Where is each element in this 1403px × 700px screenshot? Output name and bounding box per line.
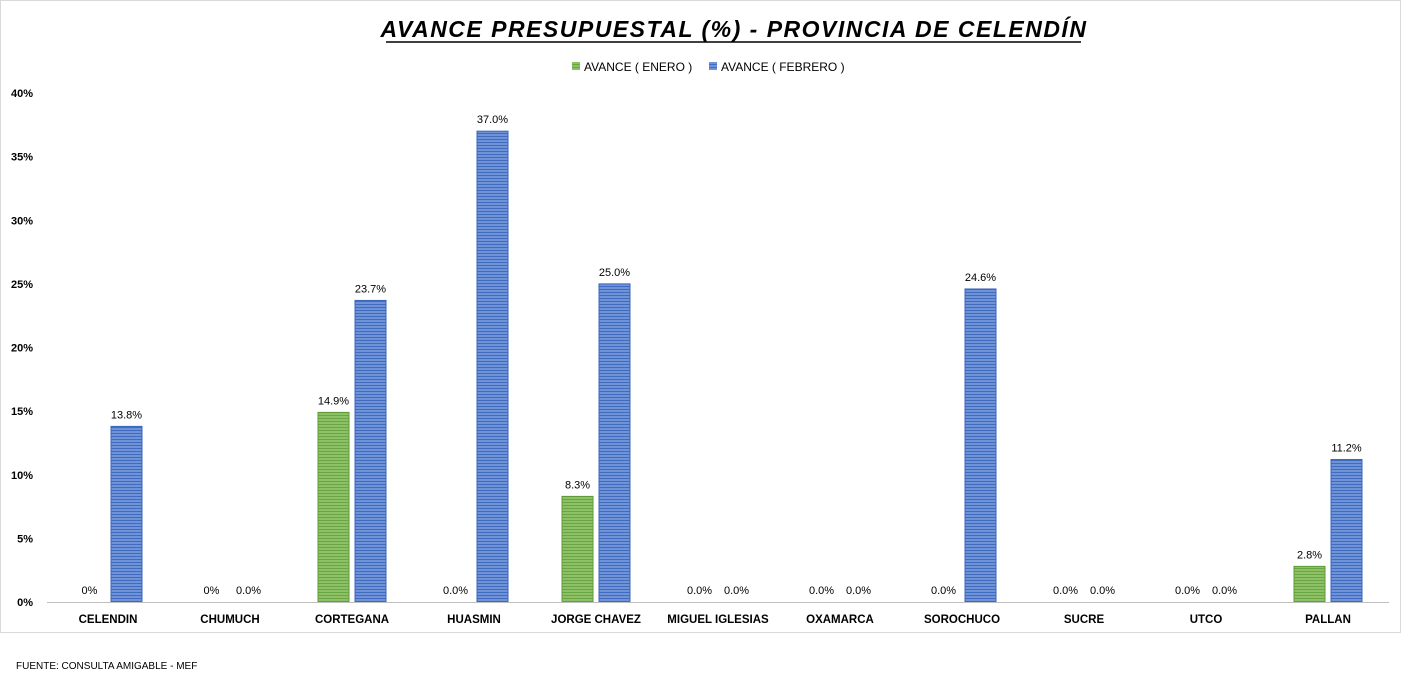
data-label-enero: 0.0% (443, 585, 468, 597)
data-label-enero: 0.0% (687, 585, 712, 597)
y-tick-label: 20% (11, 343, 33, 355)
y-tick-label: 5% (17, 533, 33, 545)
chart-title: AVANCE PRESUPUESTAL (%) - PROVINCIA DE C… (380, 15, 1088, 42)
data-label-febrero: 0.0% (846, 585, 871, 597)
data-label-enero: 0% (82, 585, 98, 597)
data-label-febrero: 0.0% (1212, 585, 1237, 597)
bar-febrero (354, 299, 387, 603)
legend-swatch-febrero (709, 62, 717, 70)
x-tick-label: CELENDIN (79, 614, 138, 626)
source-note: FUENTE: CONSULTA AMIGABLE - MEF (16, 661, 198, 672)
legend-label-febrero: AVANCE ( FEBRERO ) (721, 60, 845, 74)
bar-enero (317, 411, 350, 603)
y-tick-label: 30% (11, 215, 33, 227)
data-label-enero: 8.3% (565, 479, 590, 491)
data-label-enero: 14.9% (318, 395, 349, 407)
x-tick-label: MIGUEL IGLESIAS (667, 614, 769, 626)
bar-enero (1293, 565, 1326, 603)
legend-label-enero: AVANCE ( ENERO ) (584, 60, 692, 74)
x-tick-label: SUCRE (1064, 614, 1105, 626)
bar-chart: AVANCE PRESUPUESTAL (%) - PROVINCIA DE C… (11, 15, 1389, 626)
data-label-febrero: 23.7% (355, 283, 386, 295)
bar-enero (561, 495, 594, 603)
x-tick-label: SOROCHUCO (924, 614, 1000, 626)
data-label-febrero: 11.2% (1331, 442, 1362, 454)
x-axis: CELENDIN CHUMUCH CORTEGANA HUASMIN JORGE CHA… (47, 602, 1389, 626)
bar-febrero (964, 288, 997, 603)
bar-febrero (1330, 458, 1363, 603)
data-label-enero: 0.0% (809, 585, 834, 597)
x-tick-label: PALLAN (1305, 614, 1351, 626)
data-label-febrero: 13.8% (111, 409, 142, 421)
data-label-febrero: 0.0% (724, 585, 749, 597)
x-tick-label: HUASMIN (447, 614, 501, 626)
y-tick-label: 25% (11, 279, 33, 291)
x-tick-label: CORTEGANA (315, 614, 389, 626)
y-tick-label: 35% (11, 152, 33, 164)
y-tick-label: 40% (11, 88, 33, 100)
x-tick-label: UTCO (1190, 614, 1223, 626)
data-label-enero: 0.0% (931, 585, 956, 597)
x-tick-label: OXAMARCA (806, 614, 874, 626)
x-tick-label: JORGE CHAVEZ (551, 614, 641, 626)
data-label-enero: 0.0% (1053, 585, 1078, 597)
data-label-enero: 2.8% (1297, 549, 1322, 561)
y-axis: 0% 5% 10% 15% 20% 25% 30% 35% 40% (11, 88, 33, 609)
chart-frame: AVANCE PRESUPUESTAL (%) - PROVINCIA DE C… (0, 0, 1401, 633)
data-label-febrero: 0.0% (236, 585, 261, 597)
bars: 0% 13.8% 0% 0.0% 14.9% 23.7% 0.0% 37.0% 8.3% 25.0… (82, 114, 1363, 603)
bar-febrero (598, 283, 631, 603)
bar-febrero (476, 130, 509, 603)
x-tick-label: CHUMUCH (200, 614, 259, 626)
y-tick-label: 15% (11, 406, 33, 418)
bar-febrero (110, 425, 143, 603)
y-tick-label: 0% (17, 597, 33, 609)
data-label-febrero: 25.0% (599, 267, 630, 279)
legend: AVANCE ( ENERO ) AVANCE ( FEBRERO ) (572, 60, 845, 74)
data-label-febrero: 24.6% (965, 272, 996, 284)
data-label-febrero: 0.0% (1090, 585, 1115, 597)
y-tick-label: 10% (11, 470, 33, 482)
data-label-febrero: 37.0% (477, 114, 508, 126)
data-label-enero: 0% (204, 585, 220, 597)
legend-swatch-enero (572, 62, 580, 70)
data-label-enero: 0.0% (1175, 585, 1200, 597)
